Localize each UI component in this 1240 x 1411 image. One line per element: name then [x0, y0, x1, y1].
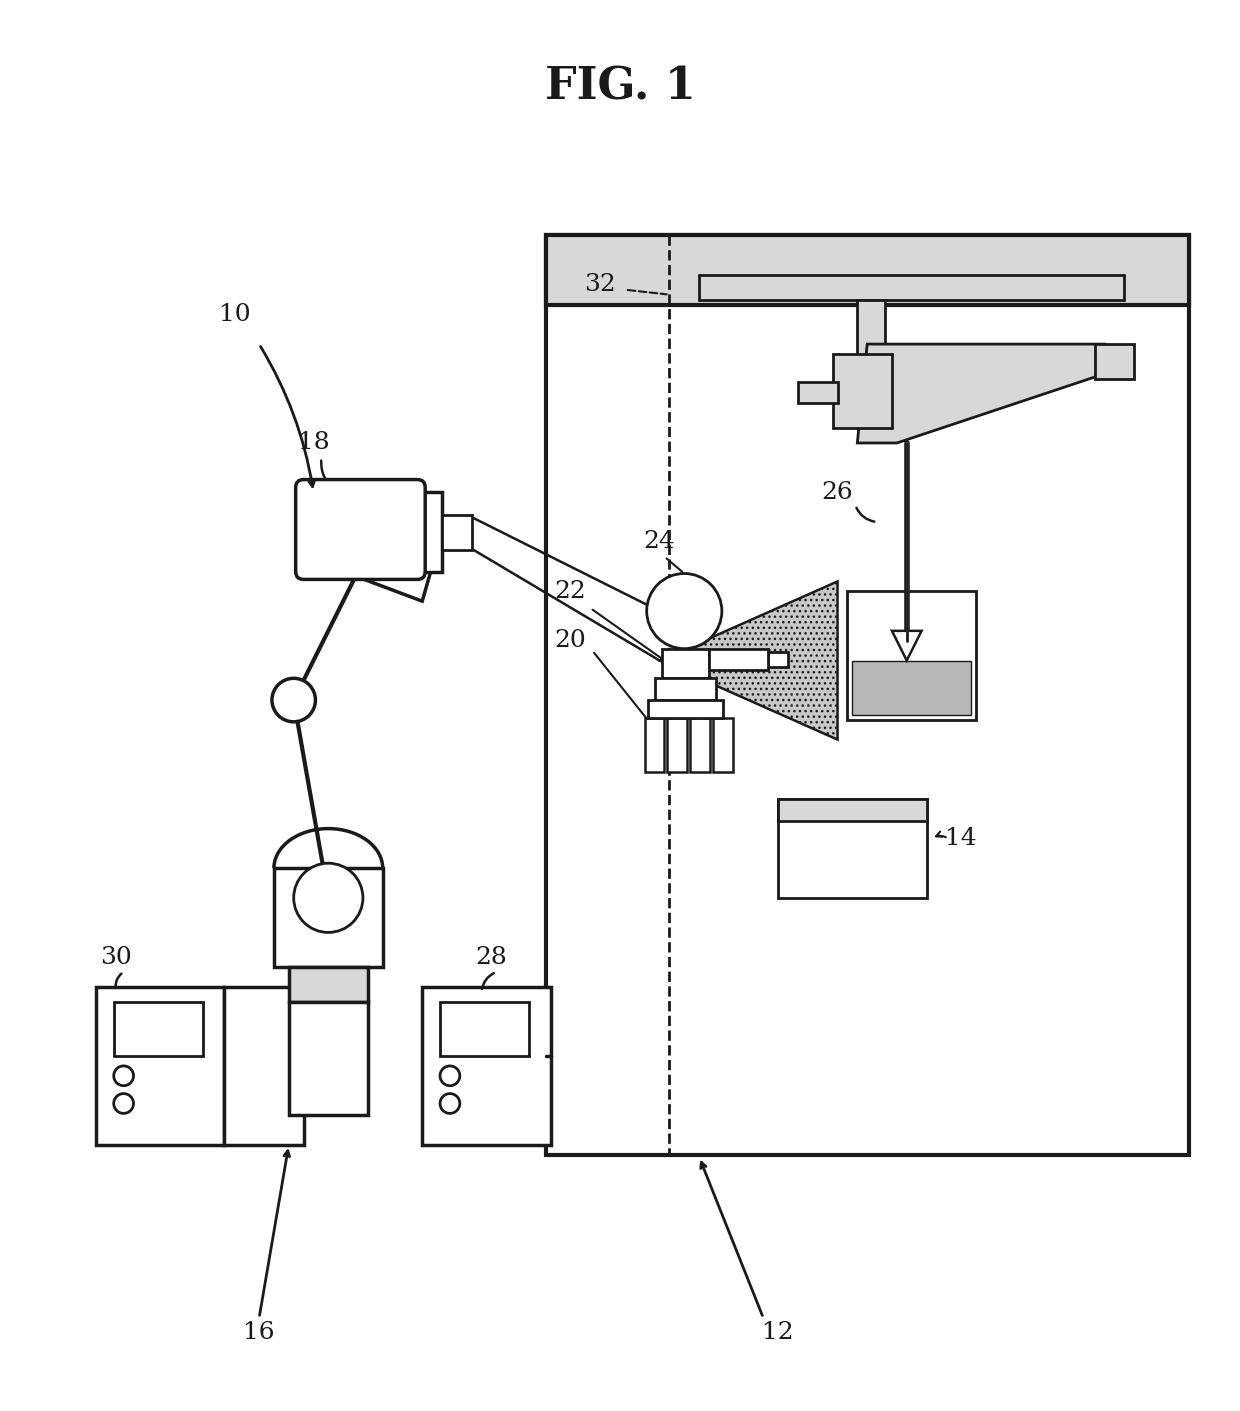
Text: FIG. 1: FIG. 1	[544, 65, 696, 109]
Bar	[647, 700, 723, 718]
Bar	[423, 986, 551, 1144]
Bar	[546, 236, 1189, 305]
Bar	[224, 986, 304, 1144]
Bar	[289, 1002, 368, 1115]
Polygon shape	[857, 344, 1105, 443]
Bar	[289, 967, 368, 1002]
Text: 26: 26	[822, 481, 853, 504]
Text: 14: 14	[945, 827, 977, 849]
Text: 20: 20	[554, 629, 587, 652]
Circle shape	[294, 864, 363, 933]
Bar	[95, 986, 224, 1144]
Text: 30: 30	[100, 945, 131, 968]
Text: 10: 10	[218, 303, 250, 326]
Bar	[114, 1002, 202, 1055]
FancyBboxPatch shape	[295, 480, 425, 580]
Bar	[779, 799, 926, 897]
Bar	[334, 492, 441, 571]
Bar	[857, 299, 885, 358]
Bar	[661, 649, 709, 679]
Text: 24: 24	[644, 531, 676, 553]
Bar	[441, 515, 471, 550]
Bar	[709, 649, 769, 670]
Bar	[779, 799, 926, 821]
Bar	[274, 868, 383, 967]
Bar	[832, 354, 892, 428]
Bar	[655, 679, 715, 700]
Circle shape	[440, 1094, 460, 1113]
Text: 12: 12	[763, 1321, 794, 1345]
Text: 18: 18	[298, 432, 330, 454]
Bar	[440, 1002, 529, 1055]
Text: 28: 28	[476, 945, 507, 968]
Bar	[667, 718, 687, 772]
Bar	[691, 718, 711, 772]
Text: 16: 16	[243, 1321, 275, 1345]
Bar	[847, 591, 976, 720]
Polygon shape	[343, 502, 441, 601]
Bar	[799, 381, 837, 404]
Circle shape	[114, 1094, 134, 1113]
Text: 22: 22	[554, 580, 587, 602]
Text: 32: 32	[584, 274, 616, 296]
Polygon shape	[660, 581, 837, 739]
Circle shape	[272, 679, 315, 722]
Circle shape	[647, 573, 722, 649]
Circle shape	[114, 1065, 134, 1085]
Bar	[546, 236, 1189, 1156]
Bar	[699, 275, 1125, 299]
Circle shape	[440, 1065, 460, 1085]
Bar	[645, 718, 665, 772]
Bar	[769, 652, 789, 667]
Bar	[713, 718, 733, 772]
Bar	[852, 660, 971, 715]
Bar	[1095, 344, 1135, 378]
Polygon shape	[892, 631, 921, 660]
